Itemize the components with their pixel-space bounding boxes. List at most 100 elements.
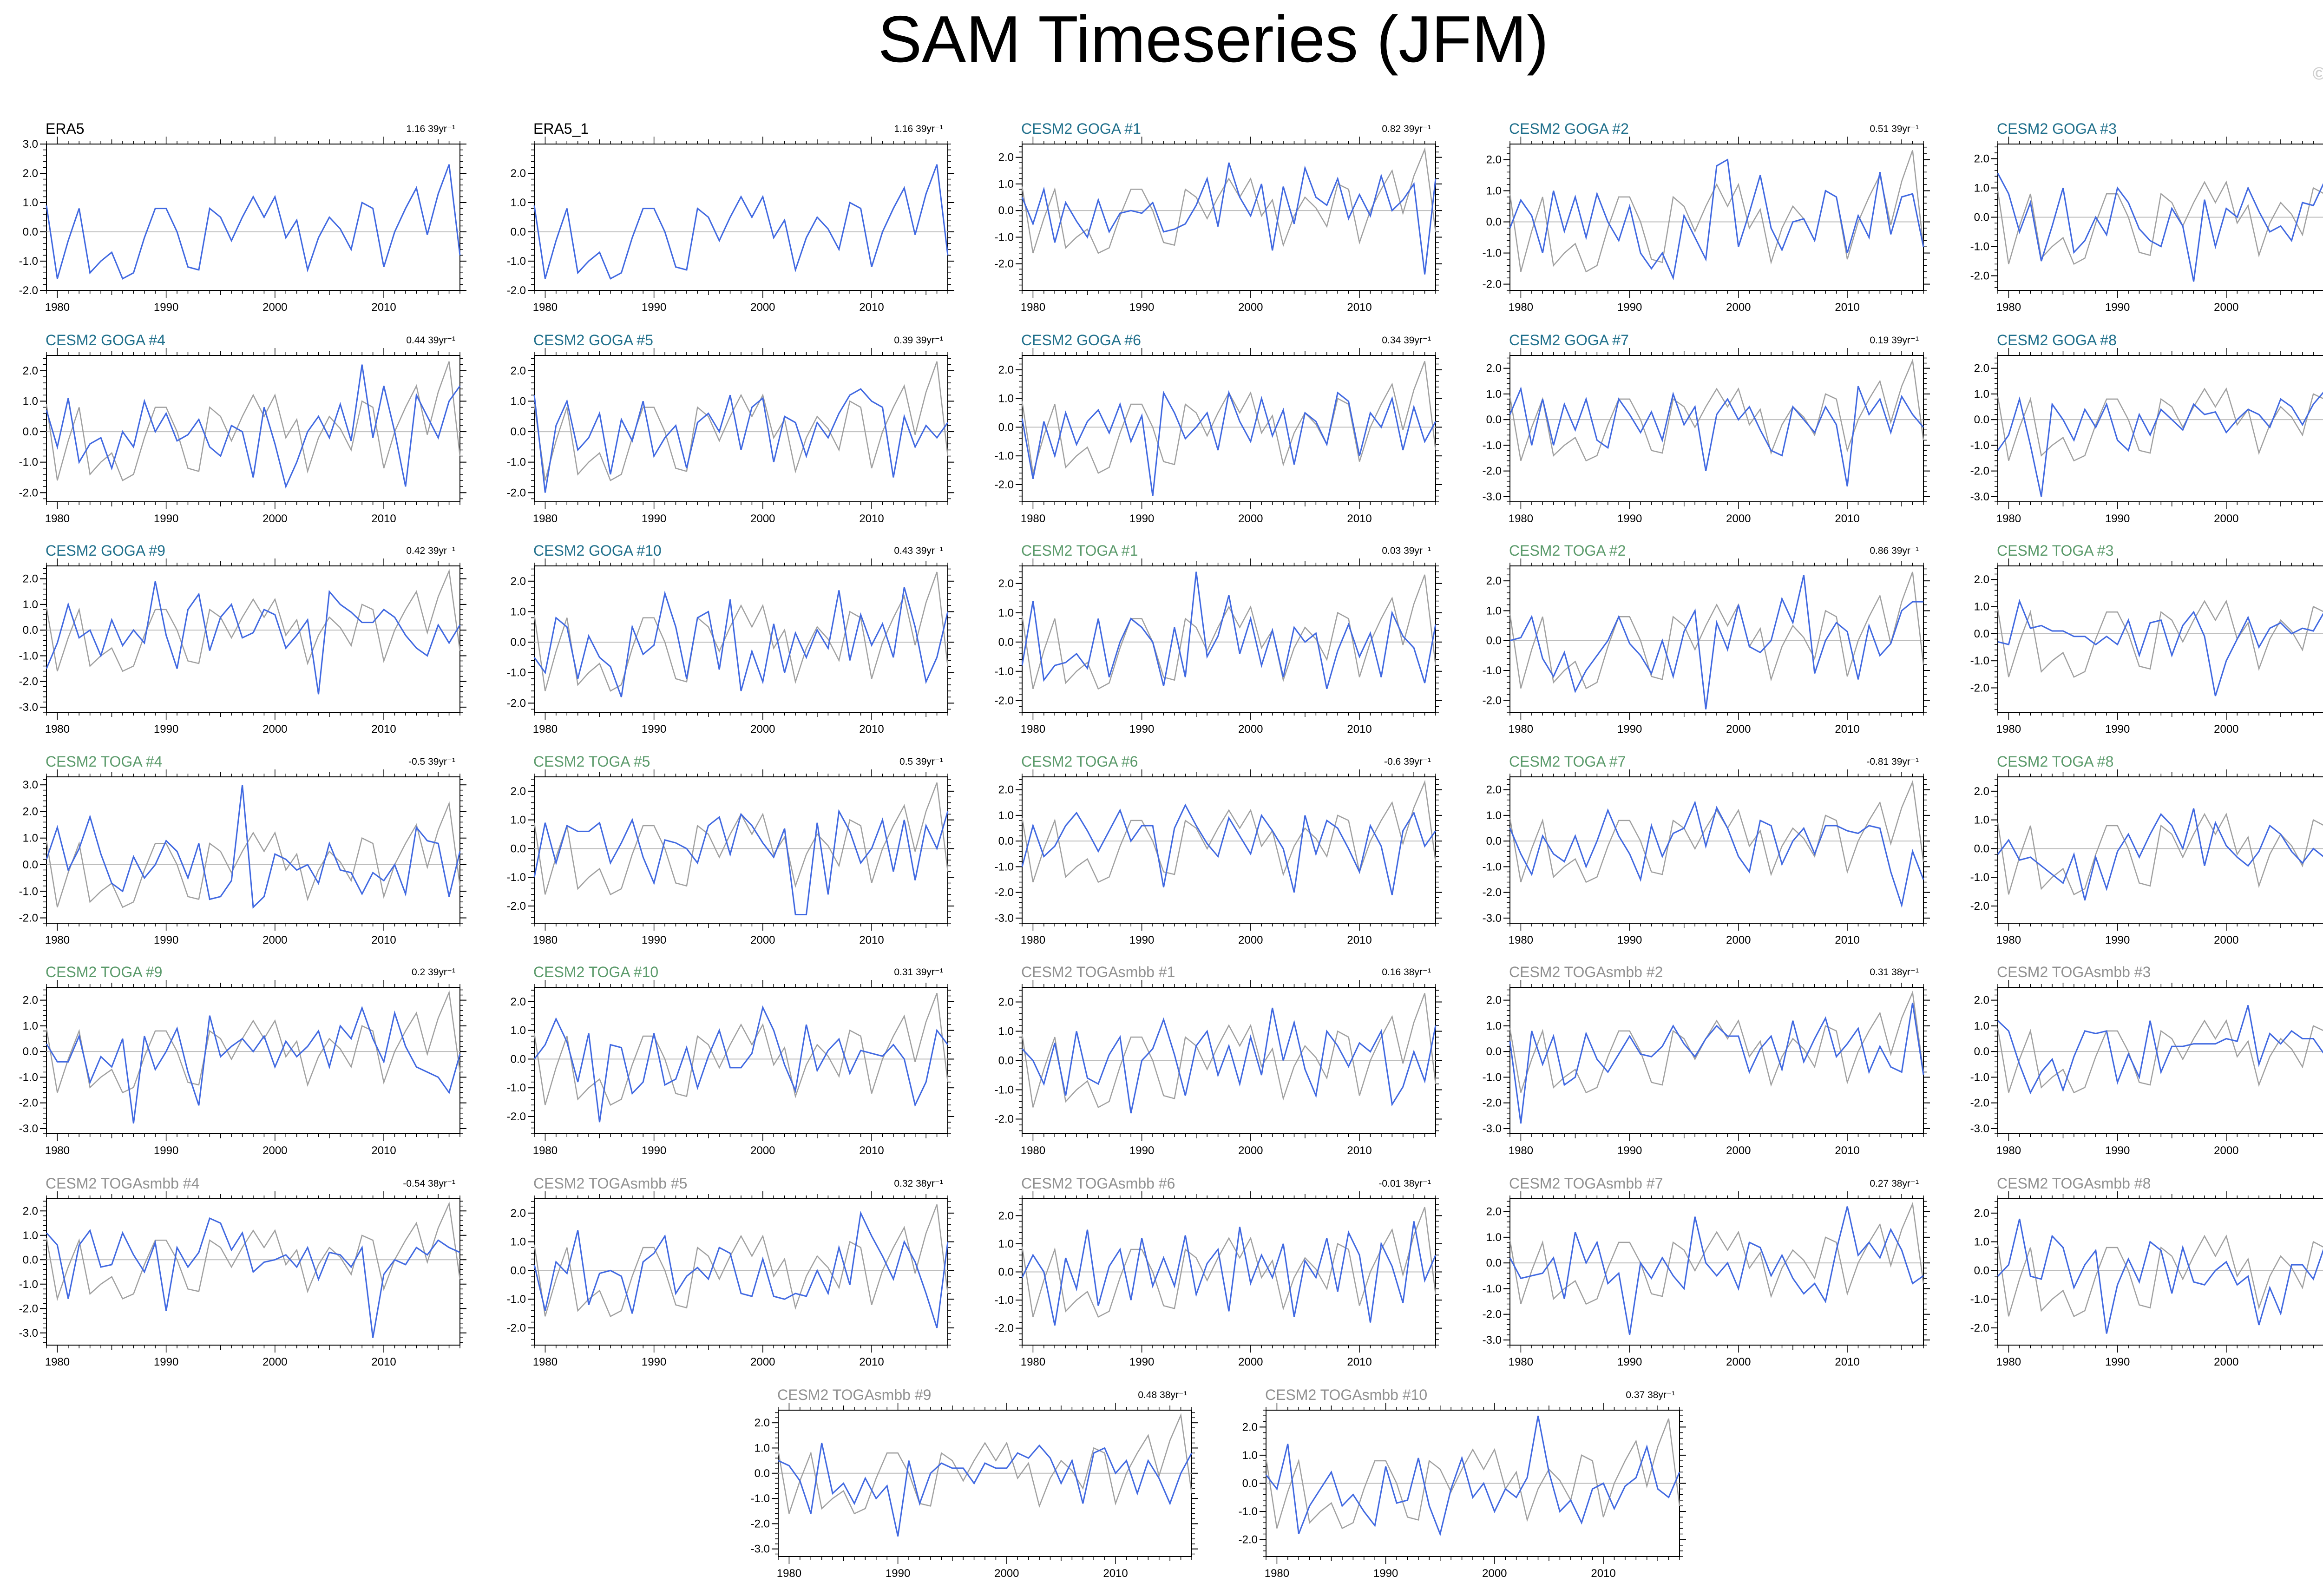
x-tick-label: 1990 [642, 1144, 666, 1157]
x-tick-label: 2000 [262, 301, 287, 314]
y-tick-label: 3.0 [23, 779, 38, 791]
plot-frame [778, 1410, 1192, 1557]
chart-panel: CESM2 TOGAsmbb #2 0.31 38yr⁻¹ 2.0 1.0 0.0 -1.… [1483, 964, 1930, 1157]
y-tick-label: 2.0 [755, 1417, 770, 1429]
x-tick-label: 2000 [1726, 934, 1751, 946]
trend-label: 0.31 38yr⁻¹ [1870, 967, 1919, 978]
reference-series-line [1021, 993, 1437, 1109]
y-tick-label: -2.0 [995, 1322, 1014, 1335]
reference-series-line [1997, 1234, 2323, 1317]
chart-panel: CESM2 TOGA #5 0.5 39yr⁻¹ 2.0 1.0 0.0 -1.0 -2.0… [507, 753, 954, 946]
series-line [1997, 598, 2323, 696]
series-line [533, 388, 949, 493]
chart-panel: CESM2 TOGAsmbb #9 0.48 38yr⁻¹ 2.0 1.0 0.0 -1.… [751, 1386, 1198, 1580]
plot-frame [1509, 987, 1924, 1134]
x-tick-label: 2000 [750, 512, 775, 525]
y-tick-label: -1.0 [1970, 241, 1989, 253]
x-tick-label: 2010 [859, 512, 884, 525]
reference-series-line [1021, 1207, 1437, 1318]
plot-frame [534, 1198, 948, 1346]
x-tick-label: 1990 [1617, 723, 1642, 736]
plot-frame [1997, 565, 2323, 713]
x-tick-label: 1980 [1509, 1356, 1533, 1368]
y-tick-label: 2.0 [511, 785, 526, 798]
y-tick-label: -1.0 [19, 650, 38, 662]
trend-label: -0.81 39yr⁻¹ [1866, 756, 1919, 767]
panel-title: CESM2 GOGA #10 [533, 542, 662, 559]
y-tick-label: -1.0 [19, 1278, 38, 1291]
x-tick-label: 2000 [1726, 723, 1751, 736]
y-tick-label: 2.0 [1974, 362, 1989, 375]
y-tick-label: 2.0 [1242, 1421, 1258, 1433]
trend-label: 0.37 38yr⁻¹ [1626, 1390, 1675, 1400]
panel-title: CESM2 TOGAsmbb #3 [1997, 964, 2151, 980]
trend-label: 0.5 39yr⁻¹ [899, 756, 943, 767]
y-tick-label: 2.0 [511, 167, 526, 180]
x-tick-label: 2010 [371, 723, 396, 736]
y-tick-label: 3.0 [23, 138, 38, 151]
y-tick-label: -3.0 [1483, 1123, 1502, 1135]
y-tick-label: 1.0 [511, 395, 526, 407]
trend-label: 0.43 39yr⁻¹ [894, 545, 943, 556]
x-tick-label: 1980 [1509, 301, 1533, 314]
y-tick-label: 2.0 [998, 364, 1014, 376]
y-tick-label: 0.0 [23, 1045, 38, 1058]
x-tick-label: 1980 [533, 1356, 558, 1368]
y-tick-label: -2.0 [19, 284, 38, 297]
x-tick-label: 2000 [2214, 934, 2238, 946]
series-line [1021, 1221, 1437, 1326]
x-tick-label: 1990 [642, 723, 666, 736]
reference-series-line [1021, 780, 1437, 883]
y-tick-label: 0.0 [1486, 414, 1502, 426]
y-tick-label: 2.0 [1486, 154, 1502, 166]
x-tick-label: 2000 [262, 1356, 287, 1368]
y-tick-label: 1.0 [998, 1025, 1014, 1038]
x-tick-label: 1980 [1021, 934, 1045, 946]
y-tick-label: 1.0 [23, 197, 38, 209]
y-tick-label: 0.0 [511, 636, 526, 649]
plot-frame [1997, 776, 2323, 924]
y-tick-label: 1.0 [1486, 604, 1502, 617]
y-tick-label: 1.0 [1974, 814, 1989, 827]
chart-panel: CESM2 GOGA #9 0.42 39yr⁻¹ 2.0 1.0 0.0 -1.0 -2.… [19, 542, 466, 736]
panel-title: CESM2 GOGA #8 [1997, 332, 2117, 348]
x-tick-label: 1990 [886, 1567, 910, 1580]
y-tick-label: -3.0 [19, 1123, 38, 1135]
y-tick-label: -1.0 [19, 885, 38, 898]
series-line [1509, 1206, 1924, 1335]
y-tick-label: 1.0 [511, 1236, 526, 1248]
panel-title: CESM2 TOGAsmbb #6 [1021, 1175, 1175, 1192]
x-tick-label: 2010 [1835, 723, 1859, 736]
chart-panel: CESM2 TOGAsmbb #3-0.03 38yr⁻¹2.01.00.0-1… [1970, 964, 2323, 1157]
x-tick-label: 1980 [533, 1144, 558, 1157]
y-tick-label: -2.0 [507, 1322, 526, 1334]
x-tick-label: 2010 [371, 301, 396, 314]
x-tick-label: 1990 [1129, 512, 1154, 525]
x-tick-label: 1990 [642, 301, 666, 314]
series-line [46, 581, 461, 695]
x-tick-label: 2000 [1238, 301, 1263, 314]
chart-panel: CESM2 TOGAsmbb #10 0.37 38yr⁻¹ 2.0 1.0 0.0 -1… [1239, 1386, 1686, 1580]
y-tick-label: -3.0 [1970, 1123, 1989, 1135]
plot-frame [534, 776, 948, 924]
y-tick-label: -1.0 [507, 667, 526, 679]
series-line [1997, 392, 2323, 497]
panel-title: CESM2 TOGA #2 [1509, 542, 1626, 559]
y-tick-label: -1.0 [19, 1071, 38, 1084]
x-tick-label: 1990 [154, 934, 178, 946]
series-line [1509, 386, 1924, 487]
y-tick-label: 0.0 [1486, 1045, 1502, 1058]
trend-label: 0.39 39yr⁻¹ [894, 335, 943, 346]
y-tick-label: 2.0 [1486, 994, 1502, 1007]
y-tick-label: -2.0 [1970, 1097, 1989, 1110]
y-tick-label: 0.0 [23, 426, 38, 438]
reference-series-line [1997, 812, 2323, 895]
series-line [533, 587, 949, 697]
trend-label: -0.5 39yr⁻¹ [408, 756, 455, 767]
panel-title: CESM2 TOGA #4 [46, 753, 162, 770]
panel-title: CESM2 TOGAsmbb #9 [777, 1386, 931, 1403]
series-line [1509, 158, 1924, 281]
x-tick-label: 2010 [1835, 1144, 1859, 1157]
y-tick-label: 2.0 [23, 365, 38, 377]
